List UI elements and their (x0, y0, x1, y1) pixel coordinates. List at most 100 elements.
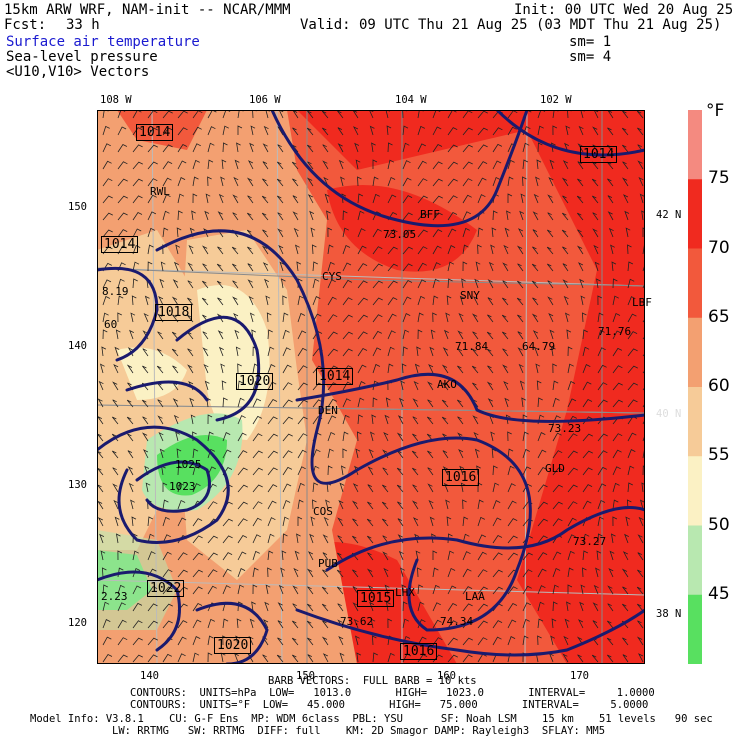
wind-barb (252, 567, 259, 578)
wind-barb (432, 602, 441, 612)
wind-barb (402, 313, 411, 323)
wind-barb (504, 397, 510, 408)
wind-barb (432, 584, 440, 595)
wind-barb (237, 584, 245, 595)
wind-barb (522, 466, 532, 476)
wind-barb (477, 551, 487, 561)
wind-barb (261, 212, 269, 221)
wind-barb (371, 635, 377, 646)
wind-barb (207, 501, 218, 510)
wind-barb (627, 261, 634, 272)
colorbar-segment (688, 456, 702, 526)
wind-barb (486, 348, 494, 357)
wind-barb (516, 297, 524, 306)
wind-barb (342, 314, 353, 323)
wind-barb (207, 552, 218, 561)
wind-barb (202, 347, 209, 357)
wind-barb (607, 603, 614, 612)
wind-barb (237, 518, 248, 527)
wind-barb (370, 618, 376, 629)
wind-barb (177, 482, 185, 493)
temp-band-70-75 (297, 110, 645, 664)
wind-barb (372, 228, 382, 238)
high-low-value: 8.19 (102, 285, 129, 298)
wind-barb (297, 482, 305, 493)
wind-barb (487, 314, 494, 323)
state-boundaries (97, 110, 645, 664)
wind-barb (222, 142, 228, 153)
wind-barb (207, 448, 215, 459)
wind-barb (447, 245, 456, 255)
wind-barb (117, 654, 128, 663)
wind-barb (132, 127, 143, 136)
wind-barb (262, 654, 269, 663)
wind-barb (387, 176, 396, 187)
wind-barb (117, 550, 123, 561)
wind-barb (267, 500, 277, 510)
wind-barb (384, 414, 390, 425)
wind-barb (177, 110, 188, 119)
wind-barb (327, 398, 337, 408)
wind-barb (636, 603, 644, 612)
wind-barb (142, 365, 149, 374)
wind-barb (187, 364, 194, 374)
wind-barb (307, 637, 314, 646)
wind-barb (204, 380, 210, 391)
wind-barb (471, 365, 479, 374)
wind-barb (147, 516, 154, 527)
wind-barb (162, 110, 173, 119)
wind-barb (427, 399, 434, 408)
wind-barb (417, 567, 422, 578)
wind-barb (426, 433, 434, 442)
wind-barb (252, 433, 263, 442)
wind-barb (477, 227, 484, 238)
wind-barb (462, 194, 472, 204)
wind-barb (522, 142, 530, 153)
wind-barb (462, 516, 469, 527)
wind-barb (417, 212, 428, 221)
wind-barb (372, 347, 382, 357)
wind-barb (490, 244, 495, 255)
wind-barb (462, 551, 471, 561)
wind-barb (342, 331, 353, 340)
wind-barb (322, 144, 329, 153)
wind-barb (367, 466, 374, 476)
wind-barb (99, 533, 105, 544)
wind-barb (278, 245, 284, 255)
wind-barb (141, 432, 149, 442)
wind-barb (507, 465, 515, 476)
wind-barb (222, 518, 233, 527)
wind-barb (476, 465, 481, 476)
wind-barb (462, 261, 468, 272)
wind-barb (537, 449, 547, 459)
wind-barb (607, 178, 614, 187)
wind-barb (327, 227, 333, 238)
wind-barb (175, 244, 181, 255)
wind-barb (162, 482, 168, 492)
wind-barb (187, 280, 194, 289)
wind-barb (117, 126, 127, 136)
wind-barb (186, 314, 194, 323)
wind-barb (461, 278, 466, 289)
wind-barb (477, 603, 488, 612)
wind-barb (158, 431, 164, 442)
wind-barb (387, 194, 397, 204)
wind-barb (597, 499, 606, 510)
wind-barb (162, 194, 171, 204)
wind-barb (147, 620, 158, 629)
wind-barb (612, 482, 620, 493)
wind-barb (342, 414, 350, 425)
wind-barb (432, 262, 441, 272)
wind-barb (112, 467, 119, 476)
colorbar-segment (688, 594, 702, 664)
wind-barb (276, 195, 284, 204)
wind-barb (397, 501, 404, 510)
init-time: Init: 00 UTC Wed 20 Aug 25 (514, 2, 734, 18)
wind-barb (201, 245, 209, 255)
wind-barb (417, 636, 427, 646)
wind-barb (177, 499, 186, 510)
wind-barb (492, 586, 503, 595)
wind-barb (352, 518, 359, 527)
wind-barb (432, 212, 443, 221)
wind-barb (162, 653, 172, 663)
